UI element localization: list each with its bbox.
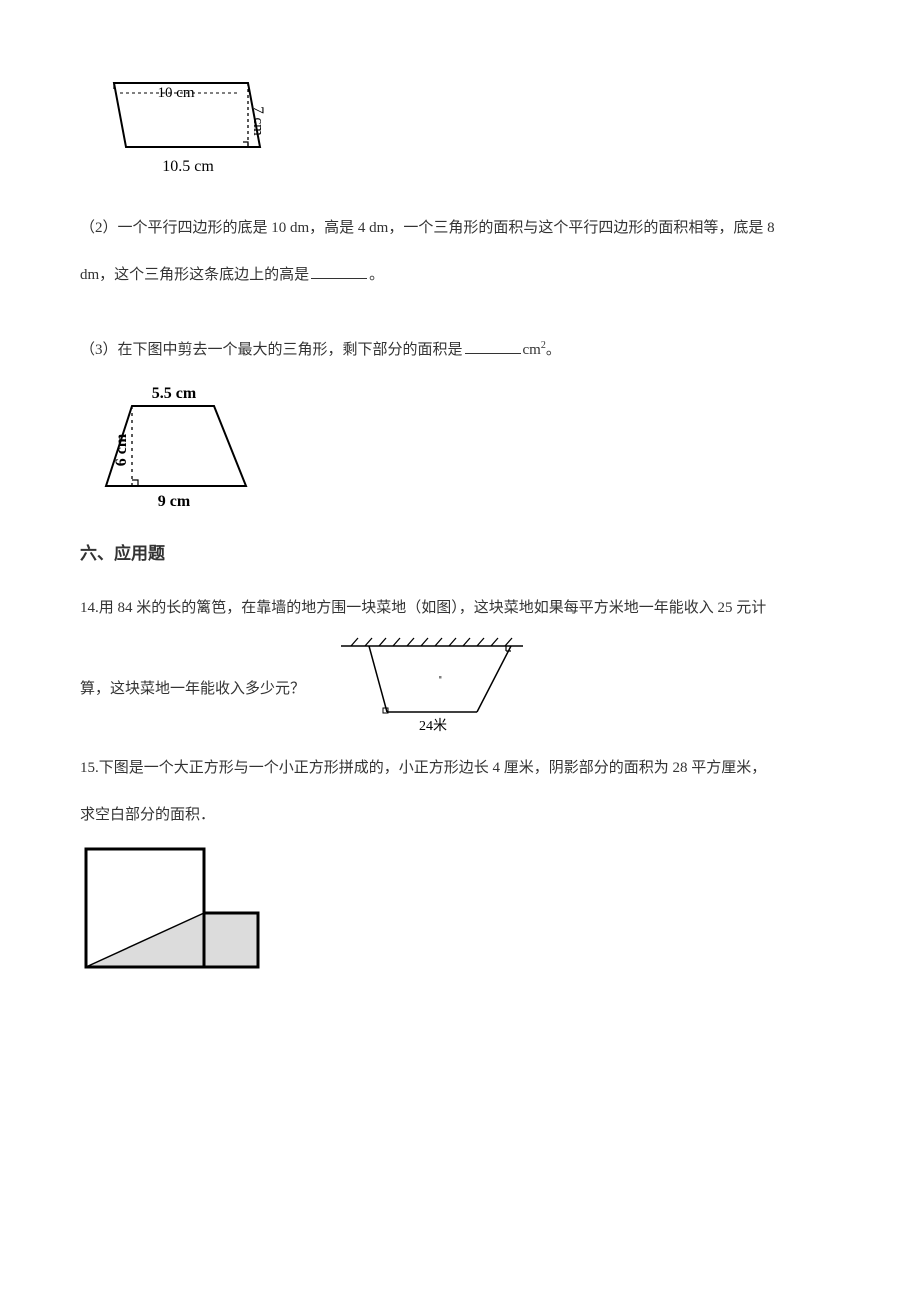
- q3-unit: cm: [523, 342, 541, 358]
- q3-text-a: （3）在下图中剪去一个最大的三角形，剩下部分的面积是: [80, 342, 463, 358]
- parallelogram-top-label: 10 cm: [157, 85, 194, 101]
- question-3: （3）在下图中剪去一个最大的三角形，剩下部分的面积是cm2。: [80, 331, 840, 370]
- figure-trapezoid: 5.5 cm 6 cm 9 cm: [88, 378, 840, 524]
- figure-fence: 24米: [323, 636, 533, 744]
- figure-two-squares: [82, 845, 840, 988]
- question-14-row: 算，这块菜地一年能收入多少元？: [80, 636, 840, 744]
- q2-blank: [311, 263, 367, 279]
- fence-svg: 24米: [323, 636, 533, 736]
- question-14-line1: 14.用 84 米的长的篱笆，在靠墙的地方围一块菜地（如图），这块菜地如果每平方…: [80, 589, 840, 628]
- question-15-line1: 15.下图是一个大正方形与一个小正方形拼成的，小正方形边长 4 厘米，阴影部分的…: [80, 749, 840, 788]
- trapezoid-top-label: 5.5 cm: [152, 385, 197, 402]
- trapezoid-left-label: 6 cm: [113, 433, 130, 466]
- question-14-line2: 算，这块菜地一年能收入多少元？: [80, 670, 305, 709]
- figure-parallelogram: 10 cm 7 cm 10.5 cm: [88, 75, 840, 189]
- trapezoid-svg: 5.5 cm 6 cm 9 cm: [88, 378, 278, 516]
- question-15-line2: 求空白部分的面积．: [80, 796, 840, 835]
- parallelogram-bottom-label: 10.5 cm: [162, 158, 214, 175]
- parallelogram-svg: 10 cm 7 cm 10.5 cm: [88, 75, 278, 181]
- question-2-line1: （2）一个平行四边形的底是 10 dm，高是 4 dm，一个三角形的面积与这个平…: [80, 209, 840, 248]
- q2-text-b: dm，这个三角形这条底边上的高是: [80, 267, 309, 283]
- q2-text-c: 。: [369, 267, 384, 283]
- q3-end: 。: [546, 342, 561, 358]
- two-squares-svg: [82, 845, 272, 980]
- section-6-heading: 六、应用题: [80, 541, 840, 567]
- parallelogram-right-label: 7 cm: [250, 106, 266, 136]
- fence-bottom-label: 24米: [419, 718, 447, 734]
- trapezoid-bottom-label: 9 cm: [158, 493, 191, 510]
- question-2-line2: dm，这个三角形这条底边上的高是 。: [80, 256, 840, 295]
- q3-blank: [465, 338, 521, 354]
